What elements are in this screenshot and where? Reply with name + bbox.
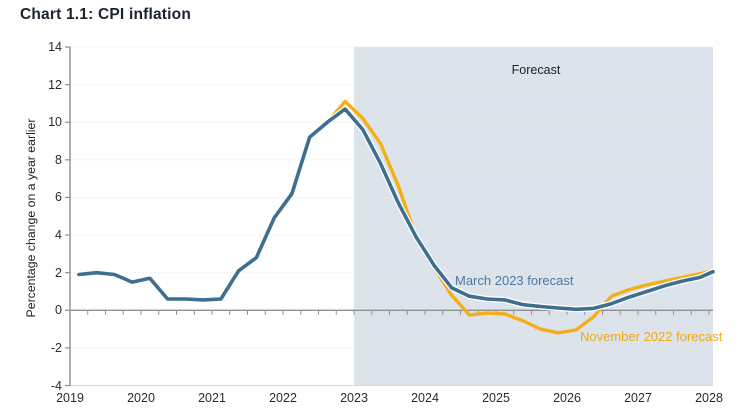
y-tick-label: -4 bbox=[50, 378, 62, 393]
y-tick-label: -2 bbox=[50, 340, 62, 355]
forecast-region-label: Forecast bbox=[511, 63, 561, 77]
y-tick-label: 6 bbox=[55, 190, 62, 205]
x-tick-label: 2024 bbox=[411, 391, 439, 405]
x-tick-label: 2022 bbox=[269, 391, 297, 405]
y-tick-label: 8 bbox=[55, 152, 62, 167]
x-tick-label: 2023 bbox=[340, 391, 368, 405]
x-tick-label: 2019 bbox=[56, 391, 84, 405]
x-tick-label: 2020 bbox=[127, 391, 155, 405]
y-tick-label: 12 bbox=[48, 77, 62, 92]
y-tick-label: 4 bbox=[55, 228, 62, 243]
series-label-march-2023-forecast: March 2023 forecast bbox=[455, 273, 574, 288]
x-tick-label: 2021 bbox=[198, 391, 226, 405]
chart-title: Chart 1.1: CPI inflation bbox=[20, 6, 192, 23]
x-tick-label: 2026 bbox=[553, 391, 581, 405]
x-tick-label: 2025 bbox=[482, 391, 510, 405]
y-tick-label: 14 bbox=[48, 40, 62, 54]
y-tick-label: 10 bbox=[48, 115, 62, 130]
x-tick-label: 2027 bbox=[624, 391, 652, 405]
y-tick-label: 2 bbox=[55, 265, 62, 280]
y-tick-label: 0 bbox=[55, 303, 62, 318]
line-march-2023-forecast bbox=[77, 107, 715, 312]
series-label-november-2022-forecast: November 2022 forecast bbox=[580, 329, 723, 344]
forecast-region bbox=[354, 47, 713, 386]
x-tick-label: 2028 bbox=[695, 391, 723, 405]
line-november-2022-forecast bbox=[325, 99, 715, 335]
